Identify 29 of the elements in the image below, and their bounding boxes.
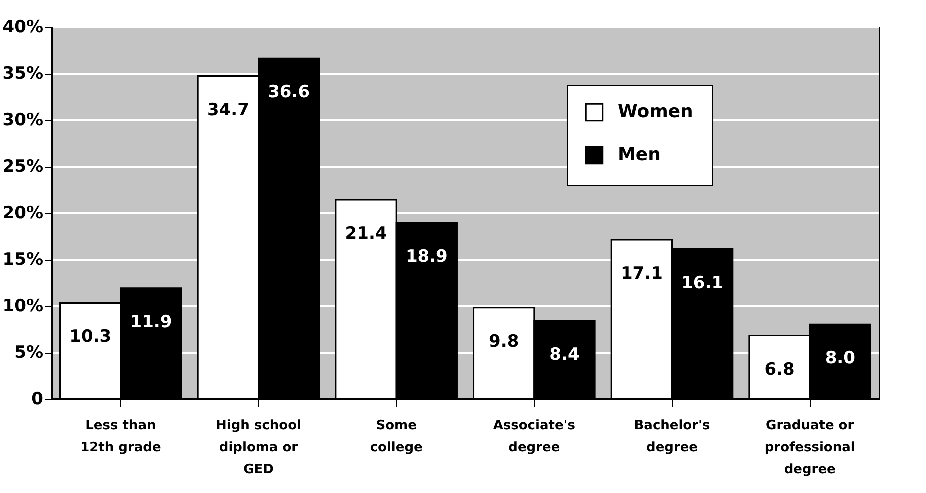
data-label: 6.8 bbox=[764, 360, 795, 380]
y-tick-label: 20% bbox=[2, 204, 44, 224]
data-label: 8.4 bbox=[550, 344, 580, 365]
x-tick-label: Bachelor's degree bbox=[634, 418, 710, 456]
data-label: 21.4 bbox=[345, 224, 388, 244]
y-tick-label: 40% bbox=[2, 18, 44, 38]
y-tick-label: 35% bbox=[2, 64, 44, 84]
data-label: 10.3 bbox=[70, 327, 112, 348]
data-label: 36.6 bbox=[268, 82, 310, 103]
y-tick-label: 5% bbox=[14, 343, 44, 363]
x-tick-label: High school diploma or GED bbox=[216, 418, 302, 478]
data-label: 34.7 bbox=[207, 100, 250, 120]
y-tick-label: 25% bbox=[2, 157, 44, 177]
x-tick-label: Graduate or professional degree bbox=[764, 418, 856, 478]
legend-label: Women bbox=[618, 102, 694, 122]
x-tick-label: Some college bbox=[370, 418, 424, 456]
data-label: 16.1 bbox=[682, 273, 724, 294]
data-label: 8.0 bbox=[825, 348, 856, 369]
y-tick-label: 10% bbox=[2, 296, 44, 316]
data-label: 9.8 bbox=[489, 332, 520, 352]
y-tick-label: 15% bbox=[2, 250, 44, 270]
y-tick-label: 30% bbox=[2, 110, 44, 130]
legend-label: Men bbox=[618, 144, 661, 166]
x-tick-label: Less than 12th grade bbox=[80, 418, 162, 456]
data-label: 11.9 bbox=[130, 312, 172, 332]
data-label: 18.9 bbox=[406, 247, 448, 268]
data-label: 17.1 bbox=[620, 264, 663, 284]
x-tick-label: Associate's degree bbox=[493, 418, 576, 456]
y-tick-label: 0 bbox=[32, 390, 44, 410]
